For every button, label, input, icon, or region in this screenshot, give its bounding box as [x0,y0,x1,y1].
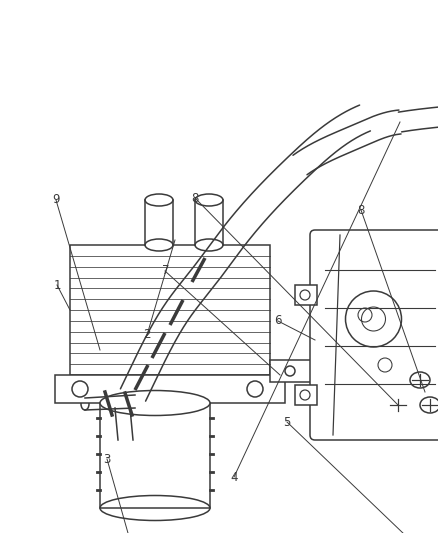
Ellipse shape [145,239,173,251]
Text: 5: 5 [283,416,290,429]
Bar [55,375,285,403]
Ellipse shape [195,239,223,251]
Text: 7: 7 [162,264,170,277]
Text: 6: 6 [274,314,282,327]
Bar [295,285,317,305]
Ellipse shape [100,391,210,416]
Text: 8: 8 [358,204,365,217]
Bar [270,360,320,382]
Text: 4: 4 [230,471,238,483]
Text: 2: 2 [143,328,151,341]
Text: 3: 3 [104,453,111,466]
FancyBboxPatch shape [310,230,438,440]
Bar [100,403,210,508]
Text: 1: 1 [53,279,61,292]
Bar [70,245,270,375]
Text: 9: 9 [52,193,60,206]
Bar [295,385,317,405]
Text: 8: 8 [191,192,198,205]
